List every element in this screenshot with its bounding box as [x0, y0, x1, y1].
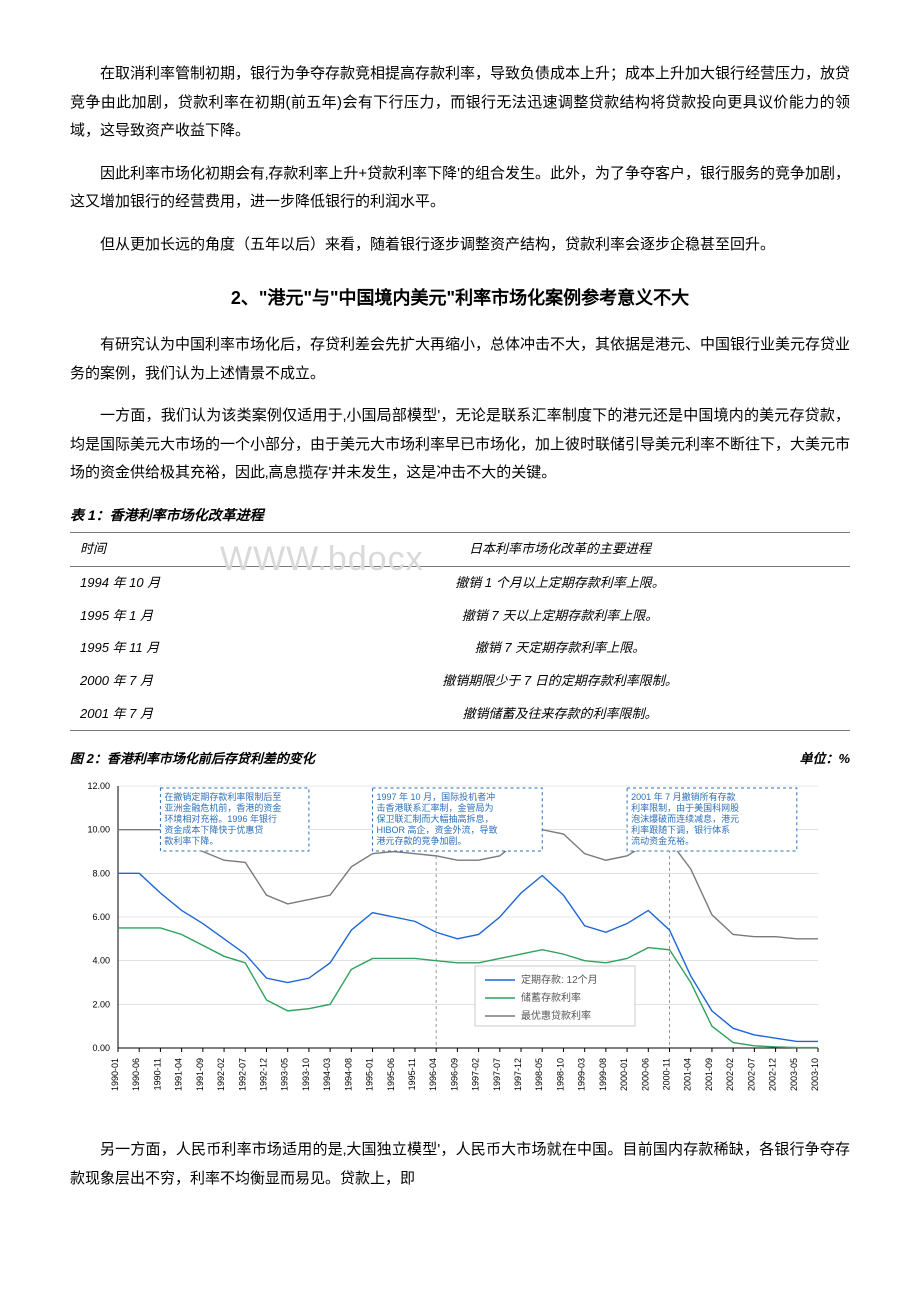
svg-text:2001-09: 2001-09 [704, 1058, 714, 1091]
svg-text:2.00: 2.00 [92, 999, 110, 1009]
svg-text:环境相对充裕。1996 年银行: 环境相对充裕。1996 年银行 [164, 813, 277, 824]
svg-text:1998-05: 1998-05 [534, 1058, 544, 1091]
svg-text:1990-11: 1990-11 [152, 1058, 162, 1090]
svg-text:1996-09: 1996-09 [449, 1058, 459, 1091]
svg-text:1997 年 10 月，国际投机者冲: 1997 年 10 月，国际投机者冲 [377, 791, 496, 802]
svg-text:HIBOR 高企，资金外流，导致: HIBOR 高企，资金外流，导致 [377, 824, 498, 835]
paragraph: 另一方面，人民币利率市场适用的是‚大国独立模型'，人民币大市场就在中国。目前国内… [70, 1136, 850, 1193]
svg-text:1998-10: 1998-10 [555, 1058, 565, 1091]
table-cell-desc: 撤销储蓄及往来存款的利率限制。 [280, 702, 840, 727]
svg-text:1990-01: 1990-01 [110, 1058, 120, 1091]
chart-hk-spread: 0.00 2.00 4.00 6.00 8.00 10.00 12.00 1990-01 199… [70, 776, 850, 1136]
table-hk-reform: WWW.bdocx 时间 日本利率市场化改革的主要进程 1994 年 10 月撤… [70, 532, 850, 731]
svg-text:0.00: 0.00 [92, 1043, 110, 1053]
chart-caption: 图 2：香港利率市场化前后存贷利差的变化 [70, 747, 315, 772]
table-cell-time: 1994 年 10 月 [80, 571, 280, 596]
svg-text:1993-05: 1993-05 [280, 1058, 290, 1091]
svg-text:1992-12: 1992-12 [258, 1058, 268, 1091]
svg-text:2000-06: 2000-06 [640, 1058, 650, 1091]
section-heading: 2、"港元"与"中国境内美元"利率市场化案例参考意义不大 [70, 281, 850, 315]
table-cell-time: 1995 年 1 月 [80, 604, 280, 629]
svg-text:资金成本下降快于优惠贷: 资金成本下降快于优惠贷 [164, 824, 263, 835]
table-row: 1994 年 10 月撤销 1 个月以上定期存款利率上限。 [70, 567, 850, 600]
svg-text:2000-01: 2000-01 [619, 1058, 629, 1091]
table-caption: 表 1：香港利率市场化改革进程 [70, 502, 850, 529]
svg-text:1996-04: 1996-04 [428, 1058, 438, 1091]
svg-text:2002-07: 2002-07 [746, 1058, 756, 1091]
svg-text:1995-11: 1995-11 [407, 1058, 417, 1090]
svg-text:保卫联汇制而大幅抽高拆息，: 保卫联汇制而大幅抽高拆息， [377, 813, 494, 824]
svg-text:1991-09: 1991-09 [195, 1058, 205, 1091]
svg-text:2002-02: 2002-02 [725, 1058, 735, 1091]
table-cell-time: 2000 年 7 月 [80, 669, 280, 694]
table-row: 1995 年 1 月撤销 7 天以上定期存款利率上限。 [70, 600, 850, 633]
table-header-row: WWW.bdocx 时间 日本利率市场化改革的主要进程 [70, 533, 850, 567]
paragraph: 在取消利率管制初期，银行为争夺存款竞相提高存款利率，导致负债成本上升；成本上升加… [70, 60, 850, 146]
svg-text:2003-10: 2003-10 [810, 1058, 820, 1091]
svg-text:击香港联系汇率制，金管局为: 击香港联系汇率制，金管局为 [377, 802, 494, 813]
svg-text:1992-02: 1992-02 [216, 1058, 226, 1091]
svg-text:6.00: 6.00 [92, 912, 110, 922]
svg-text:1997-02: 1997-02 [471, 1058, 481, 1091]
svg-text:4.00: 4.00 [92, 956, 110, 966]
svg-text:10.00: 10.00 [87, 825, 110, 835]
table-cell-desc: 撤销 7 天定期存款利率上限。 [280, 636, 840, 661]
table-cell-time: 2001 年 7 月 [80, 702, 280, 727]
paragraph: 一方面，我们认为该类案例仅适用于‚小国局部模型'，无论是联系汇率制度下的港元还是… [70, 402, 850, 488]
table-header-time: 时间 [80, 537, 280, 562]
svg-text:亚洲金融危机前，香港的资金: 亚洲金融危机前，香港的资金 [164, 802, 281, 813]
table-row: 2001 年 7 月撤销储蓄及往来存款的利率限制。 [70, 698, 850, 731]
svg-text:最优惠贷款利率: 最优惠贷款利率 [521, 1009, 591, 1022]
table-cell-desc: 撤销期限少于 7 日的定期存款利率限制。 [280, 669, 840, 694]
svg-text:港元存款的竞争加剧。: 港元存款的竞争加剧。 [377, 835, 467, 846]
svg-text:1992-07: 1992-07 [237, 1058, 247, 1091]
svg-text:流动资金充裕。: 流动资金充裕。 [631, 835, 694, 846]
svg-text:2001 年 7 月撤销所有存款: 2001 年 7 月撤销所有存款 [631, 791, 736, 802]
svg-text:1993-10: 1993-10 [301, 1058, 311, 1091]
svg-text:1995-06: 1995-06 [386, 1058, 396, 1091]
svg-text:2000-11: 2000-11 [662, 1058, 672, 1090]
svg-text:1990-06: 1990-06 [131, 1058, 141, 1091]
svg-text:2003-05: 2003-05 [789, 1058, 799, 1091]
svg-text:8.00: 8.00 [92, 868, 110, 878]
svg-text:1999-03: 1999-03 [577, 1058, 587, 1091]
svg-text:储蓄存款利率: 储蓄存款利率 [521, 991, 581, 1004]
svg-text:2002-12: 2002-12 [768, 1058, 778, 1091]
svg-text:泡沫爆破而连续减息，港元: 泡沫爆破而连续减息，港元 [631, 813, 739, 824]
paragraph: 但从更加长远的角度（五年以后）来看，随着银行逐步调整资产结构，贷款利率会逐步企稳… [70, 231, 850, 260]
svg-text:1995-01: 1995-01 [365, 1058, 375, 1091]
table-cell-desc: 撤销 1 个月以上定期存款利率上限。 [280, 571, 840, 596]
svg-text:1997-12: 1997-12 [513, 1058, 523, 1091]
table-cell-desc: 撤销 7 天以上定期存款利率上限。 [280, 604, 840, 629]
table-row: 1995 年 11 月撤销 7 天定期存款利率上限。 [70, 632, 850, 665]
svg-text:利率跟随下调，银行体系: 利率跟随下调，银行体系 [631, 824, 730, 835]
table-row: 2000 年 7 月撤销期限少于 7 日的定期存款利率限制。 [70, 665, 850, 698]
svg-text:1994-03: 1994-03 [322, 1058, 332, 1091]
svg-text:款利率下降。: 款利率下降。 [164, 835, 218, 846]
svg-text:1999-08: 1999-08 [598, 1058, 608, 1091]
svg-text:12.00: 12.00 [87, 781, 110, 791]
svg-text:2001-04: 2001-04 [683, 1058, 693, 1091]
svg-text:1991-04: 1991-04 [174, 1058, 184, 1091]
table-header-desc: 日本利率市场化改革的主要进程 [280, 537, 840, 562]
paragraph: 因此利率市场化初期会有‚存款利率上升+贷款利率下降'的组合发生。此外，为了争夺客… [70, 160, 850, 217]
svg-text:定期存款: 12个月: 定期存款: 12个月 [521, 973, 598, 986]
svg-text:1994-08: 1994-08 [343, 1058, 353, 1091]
chart-unit: 单位：% [799, 747, 850, 772]
paragraph: 有研究认为中国利率市场化后，存贷利差会先扩大再缩小，总体冲击不大，其依据是港元、… [70, 331, 850, 388]
table-cell-time: 1995 年 11 月 [80, 636, 280, 661]
svg-text:1997-07: 1997-07 [492, 1058, 502, 1091]
svg-text:利率限制，由于美国科网股: 利率限制，由于美国科网股 [631, 802, 739, 813]
svg-text:在撤销定期存款利率限制后至: 在撤销定期存款利率限制后至 [164, 791, 281, 802]
